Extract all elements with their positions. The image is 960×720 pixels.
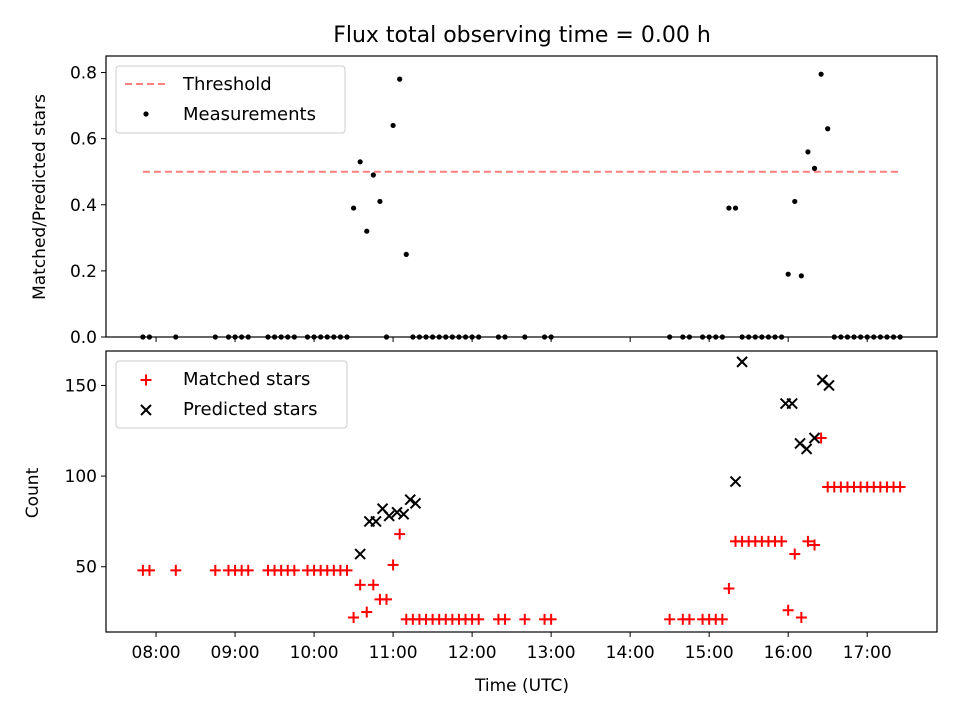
- matched-star-point: [809, 539, 821, 551]
- top-y-tick-label: 0.2: [70, 262, 97, 282]
- predicted-star-point: [370, 515, 382, 528]
- x-tick-label: 10:00: [290, 643, 339, 663]
- x-tick-label: 08:00: [132, 643, 181, 663]
- measurement-point: [357, 159, 363, 165]
- measurement-point: [798, 273, 804, 279]
- matched-star-point: [361, 606, 373, 618]
- matched-star-point: [795, 611, 807, 623]
- matched-star-point: [143, 564, 155, 576]
- top-legend-box: [115, 65, 346, 134]
- predicted-star-point: [383, 510, 395, 522]
- matched-legend-marker: [140, 374, 152, 386]
- x-tick-label: 13:00: [527, 643, 576, 663]
- bottom-y-tick-label: 150: [65, 376, 97, 396]
- figure-title: Flux total observing time = 0.00 h: [333, 23, 711, 48]
- x-tick-label: 11:00: [369, 643, 418, 663]
- measurement-point: [377, 198, 383, 205]
- measurements-legend-label: Measurements: [183, 104, 316, 125]
- x-axis-label: Time (UTC): [474, 676, 569, 696]
- predicted-star-point: [808, 432, 821, 444]
- measurement-point: [403, 251, 409, 257]
- matched-star-point: [802, 535, 814, 547]
- x-tick-label: 12:00: [448, 643, 497, 663]
- bottom-legend-box: [115, 360, 348, 429]
- predicted-star-point: [786, 397, 798, 410]
- predicted-star-point: [736, 356, 748, 368]
- matched-star-point: [354, 579, 366, 591]
- matched-star-point: [716, 613, 728, 625]
- predicted-star-point: [409, 497, 422, 509]
- matched-star-point: [394, 528, 406, 540]
- measurement-point: [805, 149, 811, 155]
- predicted-star-point: [823, 379, 835, 392]
- predicted-star-point: [729, 475, 742, 488]
- predicted-legend-label: Predicted stars: [183, 399, 317, 420]
- top-panel: 0.00.20.40.60.8 Matched/Predicted stars …: [30, 55, 938, 348]
- top-legend: Threshold Measurements: [115, 65, 346, 134]
- top-y-tick-label: 0.4: [70, 196, 97, 216]
- measurement-point: [390, 122, 396, 129]
- matched-legend-label: Matched stars: [183, 369, 310, 390]
- bottom-legend: Matched stars Predicted stars: [115, 360, 348, 429]
- x-tick-label: 16:00: [764, 643, 813, 663]
- matched-star-point: [170, 564, 182, 576]
- predicted-legend-marker: [140, 404, 152, 416]
- measurement-point: [350, 205, 357, 211]
- x-tick-label: 14:00: [606, 643, 655, 663]
- x-tick-label: 09:00: [211, 643, 260, 663]
- predicted-star-point: [391, 506, 403, 519]
- matched-star-point: [499, 613, 511, 625]
- top-y-tick-label: 0.6: [70, 130, 97, 150]
- matched-star-point: [776, 535, 788, 547]
- measurement-point: [364, 228, 370, 234]
- bottom-y-axis-label: Count: [23, 467, 43, 518]
- measurement-point: [370, 172, 376, 178]
- top-panel-frame: [105, 55, 938, 338]
- bottom-y-tick-label: 50: [75, 558, 97, 578]
- top-y-tick-label: 0.8: [70, 64, 97, 84]
- measurement-point: [732, 205, 739, 211]
- matched-star-point: [242, 564, 254, 576]
- bottom-panel-frame: [105, 350, 938, 633]
- predicted-star-point: [354, 548, 366, 560]
- measurement-point: [726, 205, 732, 211]
- predicted-star-point: [397, 508, 410, 520]
- bottom-panel: 50 100 150 08:00 09:00 10:00 11:00 12:00 13:00 1…: [23, 350, 938, 696]
- bottom-y-tick-label: 100: [65, 467, 97, 487]
- threshold-legend-label: Threshold: [182, 74, 272, 95]
- matched-star-point: [519, 613, 531, 625]
- x-tick-label: 17:00: [843, 643, 892, 663]
- matched-star-point: [782, 604, 794, 616]
- matched-star-point: [683, 613, 695, 625]
- matched-star-point: [894, 481, 906, 493]
- top-y-axis-label: Matched/Predicted stars: [30, 94, 50, 300]
- x-tick-label: 15:00: [685, 643, 734, 663]
- matched-star-point: [815, 432, 827, 444]
- matched-star-point: [387, 559, 399, 571]
- measurement-point: [397, 76, 403, 82]
- top-y-tick-label: 0.0: [70, 328, 97, 348]
- predicted-star-point: [404, 493, 416, 506]
- matched-star-point: [723, 582, 735, 594]
- measurement-point: [818, 71, 824, 77]
- matched-star-point: [209, 564, 221, 576]
- measurement-point: [811, 165, 818, 171]
- measurement-point: [785, 271, 791, 277]
- predicted-star-point: [800, 443, 813, 455]
- matched-star-point: [348, 611, 360, 623]
- matched-star-point: [341, 564, 353, 576]
- matched-star-point: [789, 548, 801, 560]
- matched-star-point: [545, 613, 557, 625]
- matched-star-point: [664, 613, 676, 625]
- measurements-legend-marker: [143, 111, 149, 117]
- matched-star-point: [367, 579, 379, 591]
- matched-star-point: [473, 613, 485, 625]
- matched-star-point: [288, 564, 300, 576]
- measurement-point: [792, 198, 798, 205]
- matched-star-point: [381, 593, 393, 605]
- measurement-point: [825, 126, 831, 132]
